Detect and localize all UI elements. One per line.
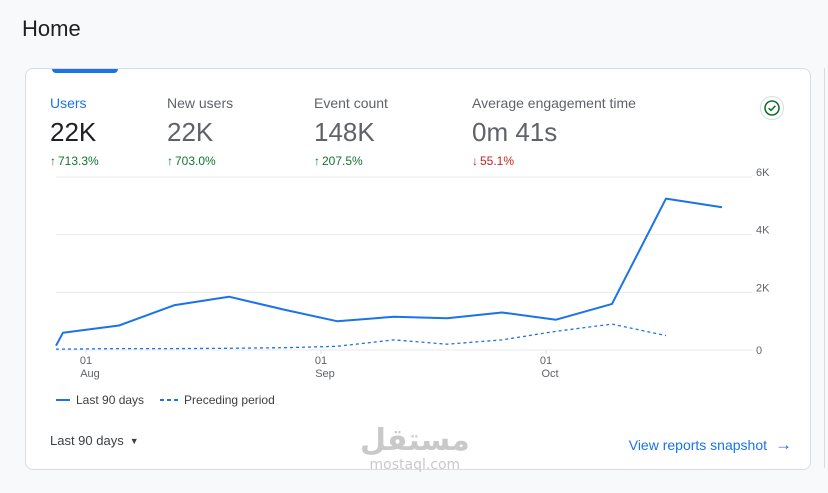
- legend-item-preceding-period[interactable]: Preceding period: [160, 393, 275, 407]
- metric-label: New users: [167, 95, 234, 111]
- metric-value: 0m 41s: [472, 117, 558, 147]
- y-tick-label: 2K: [756, 282, 770, 294]
- arrow-up-icon: ↑: [167, 154, 173, 168]
- link-label: View reports snapshot: [628, 437, 767, 453]
- x-tick-day: 01: [80, 355, 92, 367]
- legend-item-last-90-days[interactable]: Last 90 days: [56, 393, 144, 407]
- arrow-forward-icon: →: [775, 435, 792, 454]
- metric-avg-engagement[interactable]: Average engagement time 0m 41s ↓ 55.1%: [472, 95, 636, 168]
- x-tick-month: Oct: [541, 368, 558, 380]
- series-line-last-90-days: [55, 197, 723, 347]
- metric-change: ↓ 55.1%: [472, 154, 636, 168]
- metric-change: ↑ 703.0%: [167, 154, 233, 168]
- metric-label: Average engagement time: [472, 95, 636, 111]
- chart-legend: Last 90 days Preceding period: [56, 393, 275, 407]
- metric-value: 148K: [314, 117, 375, 147]
- x-tick-month: Sep: [315, 368, 335, 380]
- metric-value: 22K: [50, 117, 97, 147]
- date-range-dropdown[interactable]: Last 90 days ▼: [50, 433, 139, 448]
- y-tick-label: 0: [756, 345, 762, 357]
- x-tick-day: 01: [540, 355, 552, 367]
- y-tick-label: 6K: [756, 167, 770, 179]
- watermark-arabic: مستقل: [360, 423, 470, 458]
- watermark-latin: mostaql.com: [369, 457, 461, 473]
- change-value: 207.5%: [322, 154, 363, 168]
- metric-change: ↑ 713.3%: [50, 154, 99, 168]
- adjacent-card-edge: [824, 68, 825, 468]
- active-metric-indicator: [52, 69, 118, 73]
- x-tick-month: Aug: [80, 368, 100, 380]
- arrow-up-icon: ↑: [314, 154, 320, 168]
- page-title: Home: [22, 16, 81, 41]
- legend-label: Last 90 days: [76, 393, 145, 407]
- metric-users[interactable]: Users 22K ↑ 713.3%: [50, 95, 99, 168]
- change-value: 703.0%: [175, 154, 216, 168]
- solid-line-swatch: [56, 399, 70, 401]
- metric-label: Event count: [314, 95, 388, 111]
- y-tick-label: 4K: [756, 225, 770, 237]
- change-value: 713.3%: [58, 154, 99, 168]
- arrow-up-icon: ↑: [50, 154, 56, 168]
- chevron-down-icon: ▼: [129, 435, 139, 446]
- series-line-preceding-period: [56, 323, 667, 350]
- x-tick-day: 01: [315, 355, 327, 367]
- change-value: 55.1%: [480, 154, 515, 168]
- metric-value: 22K: [167, 117, 214, 147]
- metric-change: ↑ 207.5%: [314, 154, 388, 168]
- metric-event-count[interactable]: Event count 148K ↑ 207.5%: [314, 95, 388, 168]
- date-range-label: Last 90 days: [50, 433, 124, 448]
- metric-label: Users: [50, 95, 87, 111]
- dashed-line-swatch: [160, 399, 179, 401]
- overview-card: Users 22K ↑ 713.3% New users 22K ↑ 703.0% …: [25, 68, 811, 470]
- view-reports-snapshot-link[interactable]: View reports snapshot →: [629, 435, 792, 455]
- metric-new-users[interactable]: New users 22K ↑ 703.0%: [167, 95, 233, 168]
- legend-label: Preceding period: [184, 393, 275, 407]
- arrow-down-icon: ↓: [472, 154, 478, 168]
- check-circle-icon[interactable]: [760, 96, 784, 120]
- watermark: مستقل mostaql.com: [360, 423, 470, 474]
